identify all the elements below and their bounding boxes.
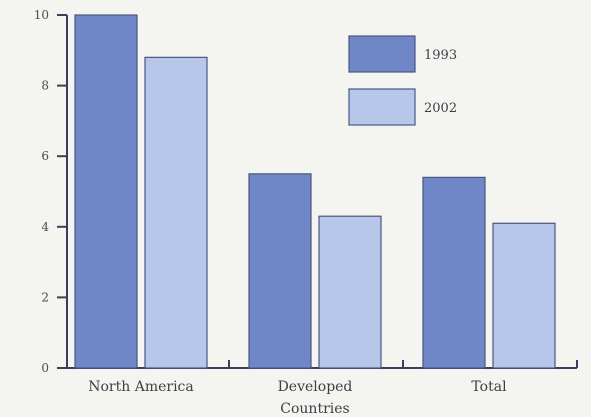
bar-1993-0 <box>74 14 138 369</box>
x-category-label: Developed <box>278 379 353 395</box>
y-tick-label: 8 <box>41 79 49 93</box>
legend-label-2002: 2002 <box>424 101 457 116</box>
bar-1993-2 <box>422 176 486 369</box>
y-tick-label: 10 <box>34 8 49 22</box>
y-tick-label: 6 <box>41 149 49 163</box>
bar-2002-1 <box>318 215 382 369</box>
bar-1993-1 <box>248 173 312 369</box>
legend-label-1993: 1993 <box>424 48 457 63</box>
bar-2002-0 <box>144 56 208 369</box>
legend-swatch-1993 <box>348 35 416 73</box>
y-tick-label: 4 <box>41 220 49 234</box>
bar-2002-2 <box>492 222 556 369</box>
y-tick-label: 2 <box>41 290 49 304</box>
y-tick-label: 0 <box>41 361 49 375</box>
x-category-label: Total <box>471 379 507 395</box>
x-category-label: Countries <box>280 401 349 417</box>
x-category-label: North America <box>88 379 194 395</box>
legend-swatch-2002 <box>348 88 416 126</box>
